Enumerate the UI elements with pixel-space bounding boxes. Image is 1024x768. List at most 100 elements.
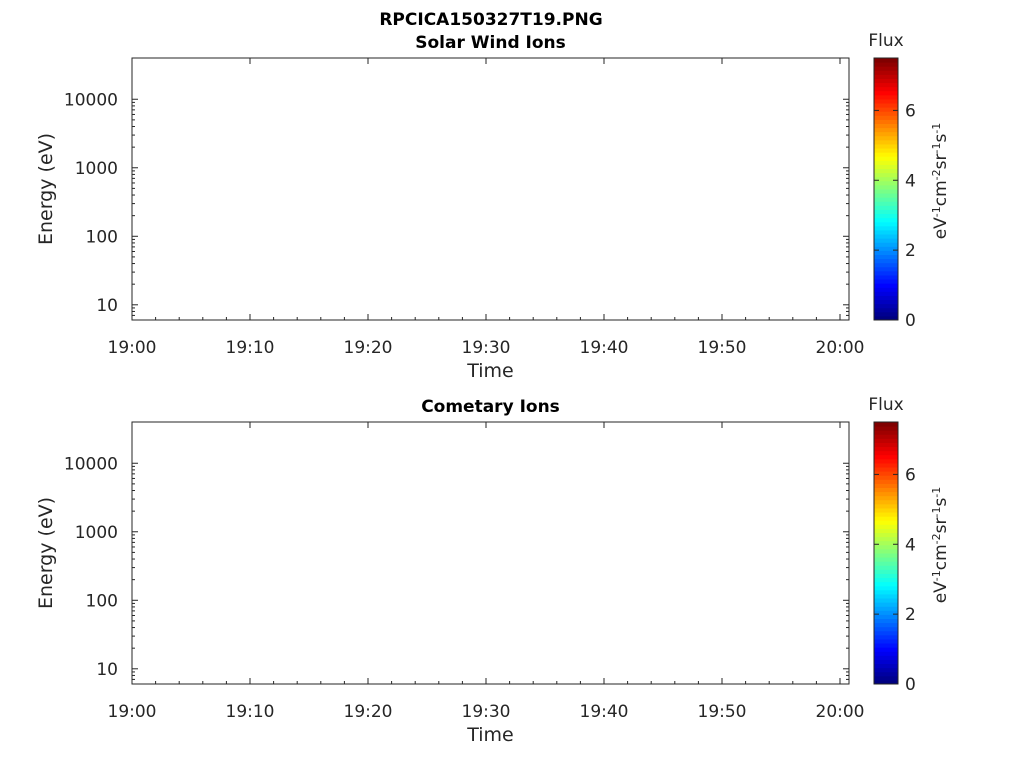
colorbar-title: Flux xyxy=(868,395,903,415)
colorbar-step xyxy=(874,58,898,63)
colorbar-step xyxy=(874,295,898,301)
colorbar-tick-label: 2 xyxy=(905,605,916,625)
colorbar-step xyxy=(874,577,898,583)
colorbar-step xyxy=(874,450,898,456)
colorbar-step xyxy=(874,483,898,488)
colorbar-step xyxy=(874,291,898,296)
colorbar-step xyxy=(874,62,898,67)
colorbar-tick-label: 6 xyxy=(905,465,916,485)
colorbar-step xyxy=(874,135,898,141)
colorbar-step xyxy=(874,262,898,268)
colorbar-tick-label: 0 xyxy=(905,675,916,695)
colorbar-step xyxy=(874,467,898,472)
colorbar-step xyxy=(874,659,898,665)
colorbar-step xyxy=(874,573,898,579)
colorbar-step xyxy=(874,606,898,611)
colorbar-step xyxy=(874,675,898,681)
colorbar-step xyxy=(874,422,898,427)
colorbar-step xyxy=(874,217,898,223)
colorbar-step xyxy=(874,516,898,521)
y-tick-label: 10 xyxy=(96,296,118,316)
colorbar-step xyxy=(874,254,898,260)
colorbar-step xyxy=(874,221,898,227)
colorbar-step xyxy=(874,434,898,439)
colorbar-step xyxy=(874,213,898,219)
colorbar-label: eV-1cm-2sr-1s-1 xyxy=(930,487,952,604)
colorbar-step xyxy=(874,205,898,210)
colorbar-step xyxy=(874,246,898,251)
plot-title: Cometary Ions xyxy=(421,397,560,417)
colorbar-step xyxy=(874,164,898,170)
y-tick-label: 100 xyxy=(86,591,118,611)
colorbar-frame xyxy=(873,421,899,685)
y-axis-label: Energy (eV) xyxy=(35,497,57,609)
plot-area xyxy=(132,422,849,684)
colorbar-tick-label: 6 xyxy=(905,101,916,121)
colorbar-step xyxy=(874,598,898,603)
colorbar-step xyxy=(874,189,898,194)
colorbar-step xyxy=(874,127,898,133)
x-tick-label: 19:20 xyxy=(344,338,393,358)
colorbar-step xyxy=(874,454,898,460)
colorbar-tick-label: 2 xyxy=(905,241,916,261)
colorbar-frame xyxy=(873,57,899,321)
colorbar-step xyxy=(874,172,898,178)
colorbar-step xyxy=(874,638,898,644)
colorbar-step xyxy=(874,299,898,305)
colorbar-step xyxy=(874,266,898,272)
colorbar: 0 2 4 6 Flux eV-1cm-2sr-1s-1 xyxy=(868,31,951,331)
colorbar-step xyxy=(874,86,898,92)
x-tick-label: 19:30 xyxy=(462,338,511,358)
colorbar-title: Flux xyxy=(868,31,903,51)
plot-frame xyxy=(131,57,850,321)
x-axis-label: Time xyxy=(466,724,514,746)
panel-solar-wind-ions: 19:00 19:10 19:20 19:30 19:40 19:50 20:00 10 100… xyxy=(35,31,951,382)
figure-title: RPCICA150327T19.PNG xyxy=(379,10,602,30)
colorbar-step xyxy=(874,438,898,443)
colorbar-step xyxy=(874,520,898,525)
colorbar-step xyxy=(874,471,898,476)
y-axis-label: Energy (eV) xyxy=(35,133,57,245)
plot-title: Solar Wind Ions xyxy=(415,33,566,53)
colorbar-step xyxy=(874,82,898,88)
x-tick-label: 19:40 xyxy=(580,702,629,722)
colorbar-step xyxy=(874,589,898,595)
colorbar-step xyxy=(874,303,898,309)
colorbar-step xyxy=(874,544,898,550)
colorbar-step xyxy=(874,581,898,587)
x-tick-label: 19:10 xyxy=(226,338,275,358)
colorbar-step xyxy=(874,536,898,542)
x-tick-label: 19:00 xyxy=(108,338,157,358)
colorbar-step xyxy=(874,287,898,292)
colorbar-tick-label: 0 xyxy=(905,311,916,331)
colorbar-step xyxy=(874,634,898,640)
colorbar-step xyxy=(874,107,898,112)
colorbar-step xyxy=(874,647,898,652)
colorbar-step xyxy=(874,479,898,484)
colorbar-step xyxy=(874,98,898,104)
colorbar-step xyxy=(874,234,898,239)
colorbar-step xyxy=(874,283,898,288)
colorbar-step xyxy=(874,156,898,161)
colorbar-step xyxy=(874,209,898,215)
colorbar-step xyxy=(874,197,898,202)
colorbar-step xyxy=(874,115,898,120)
colorbar-step xyxy=(874,667,898,673)
colorbar-step xyxy=(874,307,898,313)
colorbar-step xyxy=(874,462,898,468)
colorbar-step xyxy=(874,651,898,656)
colorbar-step xyxy=(874,238,898,243)
colorbar-step xyxy=(874,524,898,529)
colorbar-step xyxy=(874,258,898,264)
colorbar-step xyxy=(874,671,898,677)
colorbar-step xyxy=(874,70,898,75)
colorbar-step xyxy=(874,279,898,284)
colorbar-step xyxy=(874,528,898,534)
colorbar-step xyxy=(874,160,898,165)
x-tick-label: 19:30 xyxy=(462,702,511,722)
colorbar-step xyxy=(874,148,898,153)
colorbar-step xyxy=(874,176,898,182)
x-axis-label: Time xyxy=(466,360,514,382)
x-tick-label: 19:00 xyxy=(108,702,157,722)
